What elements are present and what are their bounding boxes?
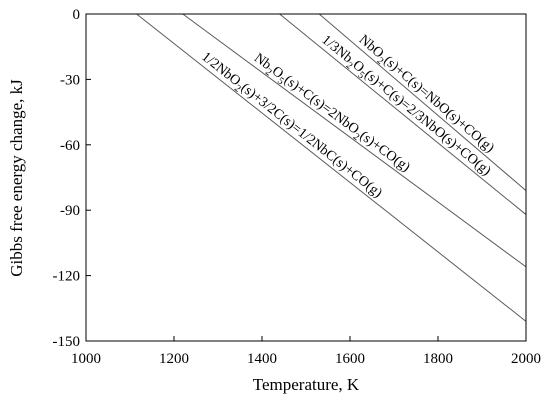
- x-tick-label: 1600: [335, 351, 365, 367]
- label-text: (s)+CO(g): [357, 129, 413, 176]
- x-tick-label: 1000: [71, 351, 101, 367]
- y-tick-label: -90: [60, 203, 80, 219]
- label-subscript: 2: [351, 131, 362, 143]
- label-subscript: 2: [232, 83, 243, 95]
- label-text: 1/2NbO: [198, 50, 243, 90]
- series-line: [182, 13, 527, 268]
- label-subscript: 5: [355, 70, 366, 82]
- x-tick-label: 1200: [159, 351, 189, 367]
- x-tick-label: 2000: [511, 351, 541, 367]
- y-axis-title: Gibbs free energy change, kJ: [7, 79, 26, 277]
- label-subscript: 2: [344, 60, 355, 72]
- y-tick-label: -120: [53, 269, 81, 285]
- series-layer: [136, 13, 527, 322]
- x-tick-label: 1800: [423, 351, 453, 367]
- y-tick-label: -60: [60, 138, 80, 154]
- series-line: [136, 13, 527, 322]
- x-axis-title: Temperature, K: [253, 375, 360, 394]
- y-tick-label: 0: [73, 7, 81, 23]
- y-tick-label: -30: [60, 72, 80, 88]
- series-line: [279, 13, 527, 215]
- label-subscript: 2: [263, 67, 274, 79]
- x-tick-label: 1400: [247, 351, 277, 367]
- label-subscript: 5: [275, 75, 286, 87]
- label-subscript: 2: [375, 55, 386, 67]
- ticks-layer: 1000 1200 1400 1600 1800 2000 0 -30 -60 -90 -120 -1…: [53, 7, 542, 367]
- series-labels: 1/2NbO2(s)+3/2C(s)=1/2NbC(s)+CO(g)Nb2O5(…: [198, 32, 497, 201]
- y-tick-label: -150: [53, 334, 81, 350]
- series-line: [318, 13, 527, 191]
- plot-frame: [85, 13, 527, 342]
